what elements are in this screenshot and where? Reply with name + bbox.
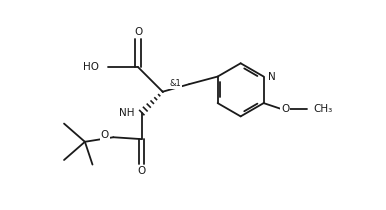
Text: N: N (268, 72, 276, 81)
Text: &1: &1 (169, 79, 181, 88)
Text: O: O (281, 104, 290, 114)
Text: CH₃: CH₃ (313, 104, 332, 114)
Text: O: O (100, 130, 109, 140)
Text: O: O (134, 27, 142, 37)
Text: O: O (138, 166, 146, 176)
Text: NH: NH (120, 108, 135, 118)
Text: HO: HO (83, 62, 99, 72)
